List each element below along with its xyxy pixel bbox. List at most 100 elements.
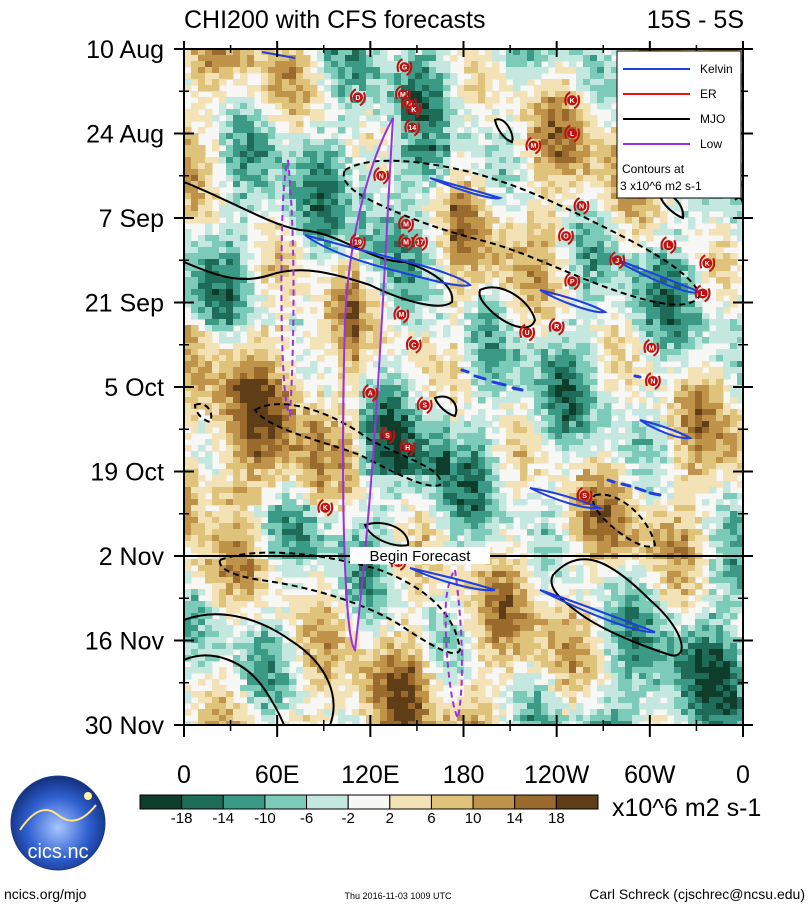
- field-cell: [373, 97, 381, 104]
- field-cell: [576, 391, 584, 398]
- field-cell: [548, 403, 556, 410]
- field-cell: [345, 325, 353, 332]
- field-cell: [366, 163, 374, 170]
- field-cell: [716, 223, 724, 230]
- field-cell: [576, 337, 584, 344]
- field-cell: [436, 457, 444, 464]
- field-cell: [576, 67, 584, 74]
- field-cell: [625, 199, 633, 206]
- field-cell: [450, 415, 458, 422]
- field-cell: [576, 343, 584, 350]
- field-cell: [541, 163, 549, 170]
- field-cell: [730, 253, 738, 260]
- field-cell: [338, 493, 346, 500]
- field-cell: [296, 409, 304, 416]
- field-cell: [226, 487, 234, 494]
- field-cell: [247, 493, 255, 500]
- field-cell: [366, 55, 374, 62]
- field-cell: [415, 259, 423, 266]
- field-cell: [548, 349, 556, 356]
- field-cell: [233, 451, 241, 458]
- field-cell: [422, 157, 430, 164]
- field-cell: [625, 499, 633, 506]
- field-cell: [604, 241, 612, 248]
- field-cell: [576, 499, 584, 506]
- field-cell: [233, 151, 241, 158]
- field-cell: [401, 469, 409, 476]
- field-cell: [492, 337, 500, 344]
- field-cell: [555, 409, 563, 416]
- field-cell: [527, 103, 535, 110]
- field-cell: [618, 355, 626, 362]
- field-cell: [730, 457, 738, 464]
- field-cell: [317, 145, 325, 152]
- field-cell: [506, 343, 514, 350]
- field-cell: [541, 337, 549, 344]
- field-cell: [478, 439, 486, 446]
- field-cell: [478, 79, 486, 86]
- field-cell: [219, 79, 227, 86]
- field-cell: [716, 271, 724, 278]
- field-cell: [520, 151, 528, 158]
- field-cell: [254, 361, 262, 368]
- field-cell: [289, 433, 297, 440]
- field-cell: [457, 241, 465, 248]
- field-cell: [366, 313, 374, 320]
- field-cell: [527, 319, 535, 326]
- field-cell: [520, 73, 528, 80]
- field-cell: [268, 343, 276, 350]
- field-cell: [450, 295, 458, 302]
- field-cell: [359, 445, 367, 452]
- field-cell: [198, 49, 206, 56]
- field-cell: [709, 379, 717, 386]
- field-cell: [618, 211, 626, 218]
- field-cell: [191, 367, 199, 374]
- field-cell: [331, 265, 339, 272]
- field-cell: [492, 247, 500, 254]
- field-cell: [226, 409, 234, 416]
- field-cell: [569, 445, 577, 452]
- field-cell: [226, 241, 234, 248]
- field-cell: [653, 475, 661, 482]
- field-cell: [254, 445, 262, 452]
- field-cell: [716, 373, 724, 380]
- field-cell: [590, 247, 598, 254]
- field-cell: [408, 307, 416, 314]
- field-cell: [219, 427, 227, 434]
- field-cell: [723, 385, 731, 392]
- field-cell: [513, 55, 521, 62]
- field-cell: [569, 61, 577, 68]
- field-cell: [667, 319, 675, 326]
- field-cell: [296, 205, 304, 212]
- field-cell: [219, 211, 227, 218]
- field-cell: [716, 217, 724, 224]
- field-cell: [688, 475, 696, 482]
- field-cell: [492, 439, 500, 446]
- field-cell: [646, 229, 654, 236]
- field-cell: [345, 187, 353, 194]
- field-cell: [198, 337, 206, 344]
- field-cell: [464, 313, 472, 320]
- field-cell: [296, 133, 304, 140]
- field-cell: [324, 157, 332, 164]
- field-cell: [583, 217, 591, 224]
- field-cell: [506, 229, 514, 236]
- field-cell: [653, 367, 661, 374]
- field-cell: [296, 91, 304, 98]
- field-cell: [394, 439, 402, 446]
- field-cell: [429, 283, 437, 290]
- field-cell: [275, 115, 283, 122]
- field-cell: [709, 373, 717, 380]
- field-cell: [541, 367, 549, 374]
- field-cell: [191, 91, 199, 98]
- field-cell: [576, 217, 584, 224]
- field-cell: [569, 379, 577, 386]
- field-cell: [345, 439, 353, 446]
- field-cell: [303, 349, 311, 356]
- field-cell: [247, 439, 255, 446]
- field-cell: [737, 433, 743, 440]
- field-cell: [303, 199, 311, 206]
- field-cell: [415, 343, 423, 350]
- field-cell: [331, 229, 339, 236]
- field-cell: [590, 331, 598, 338]
